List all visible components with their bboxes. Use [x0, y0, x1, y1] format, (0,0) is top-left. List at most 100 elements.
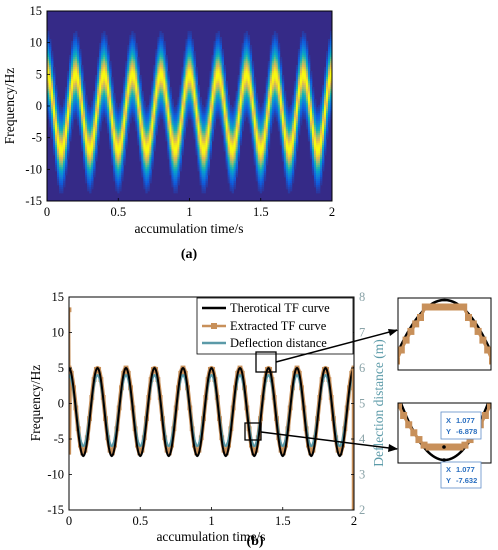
heatmap-cell [55, 121, 58, 124]
heatmap-cell [101, 93, 104, 96]
heatmap-cell [105, 85, 108, 88]
heatmap-cell [215, 59, 218, 62]
heatmap-cell [203, 143, 206, 146]
heatmap-cell [83, 103, 86, 106]
heatmap-cell [263, 117, 267, 120]
heatmap-cell [173, 107, 176, 110]
heatmap-cell [65, 149, 68, 152]
heatmap-cell [67, 75, 70, 78]
heatmap-cell [133, 47, 136, 50]
heatmap-cell [271, 59, 275, 62]
heatmap-cell [97, 121, 100, 124]
heatmap-cell [263, 167, 267, 170]
heatmap-cell [115, 125, 118, 128]
heatmap-cell [267, 131, 271, 134]
heatmap-cell [177, 153, 180, 156]
heatmap-cell [73, 109, 76, 112]
heatmap-cell [123, 81, 126, 84]
heatmap-cell [215, 49, 218, 52]
heatmap-cell [81, 67, 84, 70]
heatmap-cell [59, 117, 62, 120]
heatmap-cell [211, 69, 214, 72]
heatmap-cell [229, 177, 232, 180]
heatmap-cell [269, 99, 273, 102]
heatmap-cell [97, 103, 100, 106]
heatmap-cell [151, 151, 154, 154]
heatmap-cell [159, 61, 162, 64]
heatmap-cell [169, 165, 172, 168]
heatmap-cell [249, 121, 253, 124]
heatmap-cell [89, 161, 92, 164]
heatmap-cell [267, 147, 271, 150]
heatmap-cell [157, 107, 160, 110]
heatmap-cell [79, 131, 82, 134]
heatmap-cell [81, 133, 84, 136]
heatmap-cell [237, 75, 241, 78]
heatmap-cell [101, 43, 104, 46]
heatmap-cell [67, 73, 70, 76]
heatmap-cell [193, 101, 196, 104]
heatmap-cell [173, 141, 176, 144]
heatmap-cell [47, 113, 50, 116]
heatmap-cell [131, 85, 134, 88]
heatmap-cell [119, 155, 122, 158]
heatmap-cell [203, 165, 206, 168]
heatmap-cell [109, 103, 112, 106]
heatmap-cell [223, 73, 226, 76]
heatmap-cell [67, 79, 70, 82]
heatmap-cell [149, 103, 152, 106]
heatmap-cell [145, 183, 148, 186]
heatmap-cell [249, 63, 253, 66]
heatmap-cell [155, 53, 158, 56]
heatmap-cell [159, 53, 162, 56]
heatmap-cell [135, 115, 138, 118]
heatmap-cell [221, 71, 224, 74]
heatmap-cell [49, 49, 52, 52]
heatmap-cell [133, 63, 136, 66]
heatmap-cell [215, 93, 218, 96]
heatmap-cell [145, 109, 148, 112]
heatmap-cell [255, 127, 259, 130]
heatmap-cell [145, 141, 148, 144]
heatmap-cell [267, 83, 271, 86]
heatmap-cell [49, 107, 52, 110]
heatmap-cell [231, 119, 235, 122]
heatmap-cell [163, 61, 166, 64]
heatmap-cell [153, 125, 156, 128]
heatmap-cell [169, 95, 172, 98]
heatmap-cell [255, 171, 259, 174]
heatmap-cell [187, 103, 190, 106]
heatmap-cell [129, 47, 132, 50]
heatmap-cell [231, 127, 235, 130]
heatmap-cell [177, 125, 180, 128]
heatmap-cell [233, 141, 237, 144]
heatmap-cell [131, 115, 134, 118]
heatmap-cell [129, 99, 132, 102]
heatmap-cell [95, 135, 98, 138]
heatmap-cell [259, 171, 263, 174]
heatmap-cell [77, 41, 80, 44]
heatmap-cell [119, 103, 122, 106]
heatmap-cell [209, 75, 212, 78]
heatmap-cell [267, 111, 271, 114]
heatmap-cell [259, 121, 263, 124]
heatmap-cell [125, 143, 128, 146]
heatmap-cell [259, 127, 263, 130]
heatmap-cell [207, 91, 210, 94]
heatmap-cell [147, 115, 150, 118]
heatmap-cell [51, 51, 54, 54]
heatmap-cell [67, 157, 70, 160]
heatmap-cell [89, 155, 92, 158]
heatmap-cell [101, 61, 104, 64]
heatmap-cell [151, 87, 154, 90]
heatmap-cell [113, 151, 116, 154]
heatmap-cell [93, 133, 96, 136]
heatmap-cell [271, 53, 275, 56]
heatmap-cell [105, 63, 108, 66]
heatmap-cell [263, 113, 267, 116]
heatmap-cell [157, 55, 160, 58]
heatmap-cell [175, 105, 178, 108]
heatmap-cell [269, 81, 273, 84]
heatmap-cell [65, 95, 68, 98]
heatmap-cell [83, 135, 86, 138]
